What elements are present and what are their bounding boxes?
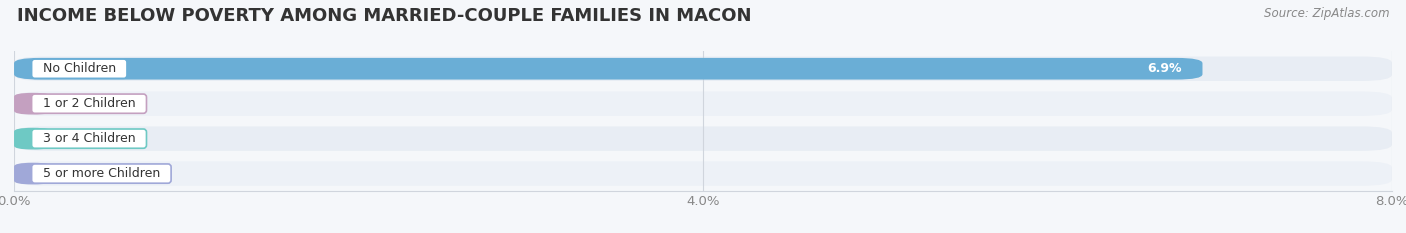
FancyBboxPatch shape [14,161,1392,186]
Text: 3 or 4 Children: 3 or 4 Children [35,132,143,145]
Text: 1 or 2 Children: 1 or 2 Children [35,97,143,110]
Text: 5 or more Children: 5 or more Children [35,167,167,180]
FancyBboxPatch shape [14,128,52,150]
Text: 0.0%: 0.0% [73,97,104,110]
Text: 6.9%: 6.9% [1147,62,1182,75]
FancyBboxPatch shape [14,57,1392,81]
FancyBboxPatch shape [14,92,1392,116]
Text: 0.0%: 0.0% [73,167,104,180]
Text: INCOME BELOW POVERTY AMONG MARRIED-COUPLE FAMILIES IN MACON: INCOME BELOW POVERTY AMONG MARRIED-COUPL… [17,7,751,25]
Text: No Children: No Children [35,62,124,75]
Text: Source: ZipAtlas.com: Source: ZipAtlas.com [1264,7,1389,20]
FancyBboxPatch shape [14,58,1202,80]
FancyBboxPatch shape [14,93,52,115]
Text: 0.0%: 0.0% [73,132,104,145]
FancyBboxPatch shape [14,127,1392,151]
FancyBboxPatch shape [14,163,52,185]
